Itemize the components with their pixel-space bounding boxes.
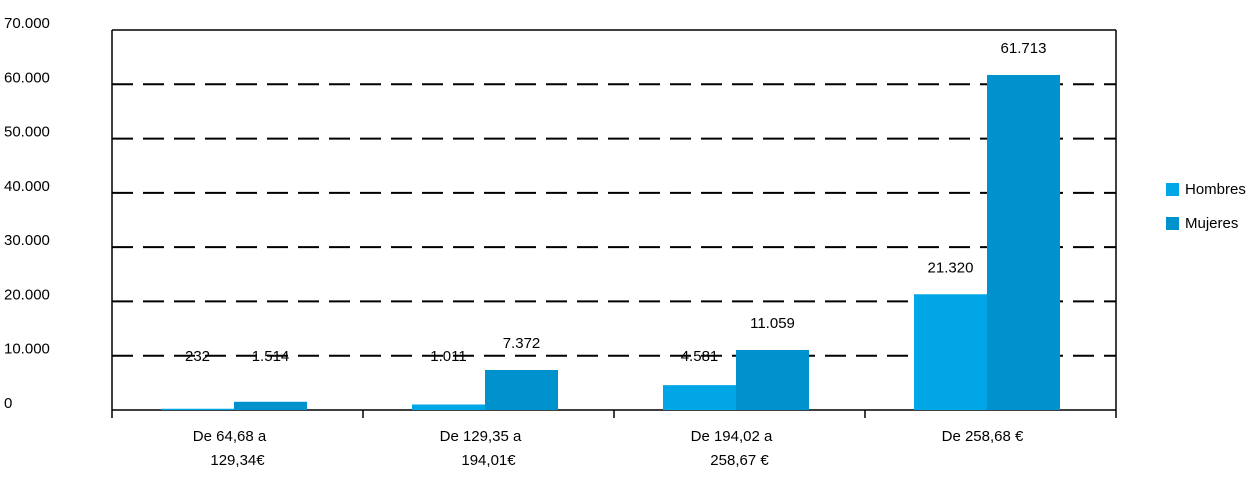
bar-mujeres: [234, 401, 307, 410]
y-tick-label: 20.000: [4, 286, 50, 303]
y-tick-label: 50.000: [4, 124, 50, 141]
x-tick-label: De 258,68 €: [942, 428, 1024, 445]
legend-item-hombres: Hombres: [1166, 178, 1246, 200]
data-label: 232: [185, 348, 210, 365]
bar-hombres: [412, 404, 485, 410]
data-label: 61.713: [1001, 40, 1047, 57]
x-tick-label-line: 194,01€: [461, 452, 516, 469]
y-tick-label: 60.000: [4, 69, 50, 86]
x-tick-label-line: De 258,68 €: [942, 428, 1024, 445]
y-tick-label: 70.000: [4, 15, 50, 32]
x-tick-label-line: De 194,02 a: [691, 428, 773, 445]
y-tick-label: 0: [4, 395, 12, 412]
bar-hombres: [161, 408, 234, 410]
y-tick-labels: 0 10.000 20.000 30.000 40.000 50.000 60.000 70.…: [4, 15, 50, 412]
data-label: 21.320: [928, 259, 974, 276]
data-label: 1.011: [430, 348, 466, 365]
legend-swatch-mujeres: [1166, 216, 1179, 230]
x-tick-label-line: De 64,68 a: [193, 428, 267, 445]
bar-mujeres: [736, 349, 809, 410]
bar-hombres: [663, 385, 736, 410]
data-label: 1.514: [252, 348, 290, 365]
x-tick-label-line: De 129,35 a: [440, 428, 522, 445]
legend-label-hombres: Hombres: [1185, 180, 1246, 198]
x-tick-label: De 64,68 a 129,34€: [193, 428, 267, 469]
data-label: 4.581: [681, 348, 719, 365]
x-tick-label-line: 258,67 €: [710, 452, 769, 469]
bar-mujeres: [485, 369, 558, 410]
legend-item-mujeres: Mujeres: [1166, 212, 1246, 234]
legend-label-mujeres: Mujeres: [1185, 214, 1239, 232]
y-tick-label: 40.000: [4, 178, 50, 195]
data-label: 7.372: [503, 335, 541, 352]
legend-swatch-hombres: [1166, 182, 1179, 196]
y-tick-label: 10.000: [4, 341, 50, 358]
data-labels: 232 1.514 1.011 7.372 4.581 11.059 21.320 61.71…: [185, 40, 1046, 365]
y-tick-label: 30.000: [4, 232, 50, 249]
bars: [161, 74, 1060, 410]
x-tick-labels: De 64,68 a 129,34€ De 129,35 a 194,01€ De 19…: [193, 428, 1024, 469]
data-label: 11.059: [750, 315, 795, 332]
x-tick-label: De 194,02 a 258,67 €: [691, 428, 773, 469]
bar-hombres: [914, 294, 987, 410]
x-tick-label: De 129,35 a 194,01€: [440, 428, 522, 469]
legend: Hombres Mujeres: [1166, 178, 1246, 246]
x-tick-label-line: 129,34€: [210, 452, 265, 469]
gridlines: [112, 83, 1116, 357]
bar-mujeres: [987, 74, 1060, 410]
